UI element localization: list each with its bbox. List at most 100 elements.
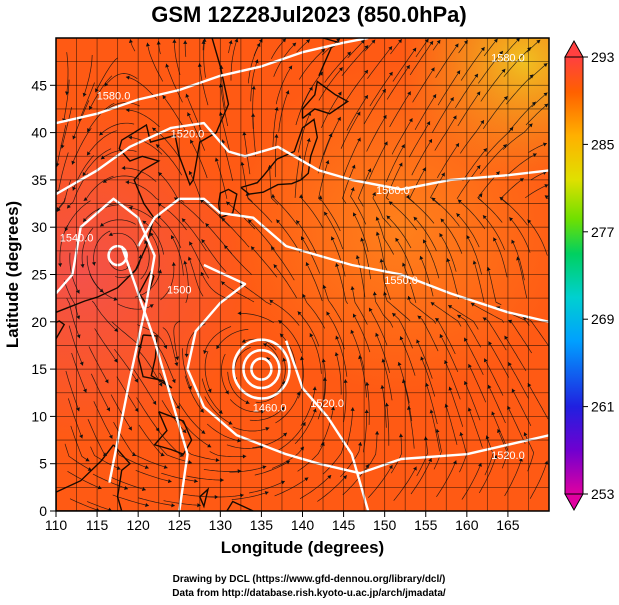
streamline <box>368 141 388 180</box>
streamline-arrowhead <box>182 429 187 433</box>
streamline <box>511 388 532 427</box>
streamline <box>243 131 251 175</box>
streamline-arrowhead <box>251 85 256 90</box>
streamline <box>323 211 344 250</box>
streamline-arrowhead <box>430 67 435 72</box>
streamline <box>317 133 333 174</box>
streamline-arrowhead <box>305 262 310 267</box>
streamline <box>181 420 212 448</box>
streamline-arrowhead <box>470 303 475 307</box>
streamline <box>473 260 485 302</box>
streamline-arrowhead <box>478 193 483 198</box>
streamline <box>305 262 323 302</box>
streamline-arrowhead <box>285 90 290 95</box>
streamline-arrowhead <box>221 281 226 286</box>
streamline-arrowhead <box>544 184 549 188</box>
streamline-arrowhead <box>298 194 304 199</box>
streamline-arrowhead <box>188 171 193 175</box>
y-axis-label: Latitude (degrees) <box>3 201 22 348</box>
streamline <box>317 377 326 420</box>
streamline-arrowhead <box>457 199 462 204</box>
streamline-arrowhead <box>395 237 400 242</box>
streamline <box>220 65 226 109</box>
streamline <box>317 475 348 502</box>
streamline <box>439 233 457 272</box>
streamline <box>71 352 87 393</box>
streamline-arrowhead <box>435 428 440 433</box>
streamline-arrowhead <box>483 148 487 153</box>
streamline-arrowhead <box>262 465 267 470</box>
contour-labels: 1580.0 1520.0 1560.0 1540.0 1550.0 1500 1460.0… <box>60 53 525 462</box>
streamline <box>181 218 207 251</box>
streamline-arrowhead <box>454 43 459 48</box>
streamline-arrowhead <box>480 120 484 125</box>
streamline-arrowhead <box>64 91 70 96</box>
streamline <box>229 399 265 413</box>
streamline-arrowhead <box>388 465 393 469</box>
streamline <box>162 95 186 130</box>
coastline <box>226 500 254 511</box>
streamline <box>366 381 370 425</box>
streamline <box>508 101 536 132</box>
streamline <box>155 427 184 457</box>
streamline-arrowhead <box>326 311 331 316</box>
streamline-arrowhead <box>202 38 207 42</box>
streamline <box>64 200 91 232</box>
streamline-arrowhead <box>194 478 198 484</box>
streamline-arrowhead <box>102 452 107 456</box>
colorbar-tick-label: 253 <box>591 486 615 502</box>
streamline-arrowhead <box>220 478 224 483</box>
streamline-arrowhead <box>241 339 246 343</box>
streamline-arrowhead <box>234 38 239 43</box>
streamline <box>188 170 210 206</box>
streamline <box>440 218 463 254</box>
streamline <box>479 144 508 175</box>
streamline-arrowhead <box>171 503 175 508</box>
streamline-arrowhead <box>352 212 357 217</box>
x-tick-label: 145 <box>332 517 356 533</box>
streamline <box>69 498 100 511</box>
streamline-arrowhead <box>56 163 60 167</box>
streamline <box>125 181 159 201</box>
streamline-arrowhead <box>480 47 485 52</box>
streamline <box>82 148 112 177</box>
streamline-arrowhead <box>330 406 336 411</box>
streamline <box>413 216 437 251</box>
streamline-arrowhead <box>383 141 388 146</box>
streamline-arrowhead <box>358 442 363 446</box>
streamline-arrowhead <box>398 39 402 44</box>
coastline <box>199 487 210 509</box>
y-tick-label: 5 <box>39 456 47 472</box>
streamline <box>480 68 506 102</box>
streamline <box>309 333 322 374</box>
streamline <box>385 162 403 201</box>
streamline-arrowhead <box>280 407 285 412</box>
streamline-arrowhead <box>384 402 389 407</box>
streamline <box>497 428 508 469</box>
streamline <box>273 264 298 299</box>
streamline-arrowhead <box>171 262 176 266</box>
x-tick-label: 130 <box>209 517 233 533</box>
streamline-arrowhead <box>228 420 233 425</box>
streamline-arrowhead <box>330 236 335 241</box>
streamline-arrowhead <box>416 339 420 344</box>
streamline-arrowhead <box>309 333 314 338</box>
streamline <box>422 239 440 279</box>
streamline <box>121 167 157 183</box>
streamline-arrowhead <box>350 407 355 411</box>
streamline-arrowhead <box>83 388 87 393</box>
credit-drawing: Drawing by DCL (https://www.gfd-dennou.o… <box>173 574 446 585</box>
streamline-arrowhead <box>297 311 302 316</box>
streamline <box>269 164 279 205</box>
streamline-arrowhead <box>528 123 533 128</box>
streamline <box>408 406 415 449</box>
streamline <box>81 227 94 268</box>
streamline-arrowhead <box>364 95 368 100</box>
streamline-arrowhead <box>306 39 310 44</box>
streamline <box>468 407 483 448</box>
streamline <box>299 474 332 500</box>
streamline-arrowhead <box>423 239 427 244</box>
contour-label: 1580.0 <box>97 90 131 102</box>
streamline-arrowhead <box>482 215 487 220</box>
streamline <box>63 79 70 123</box>
